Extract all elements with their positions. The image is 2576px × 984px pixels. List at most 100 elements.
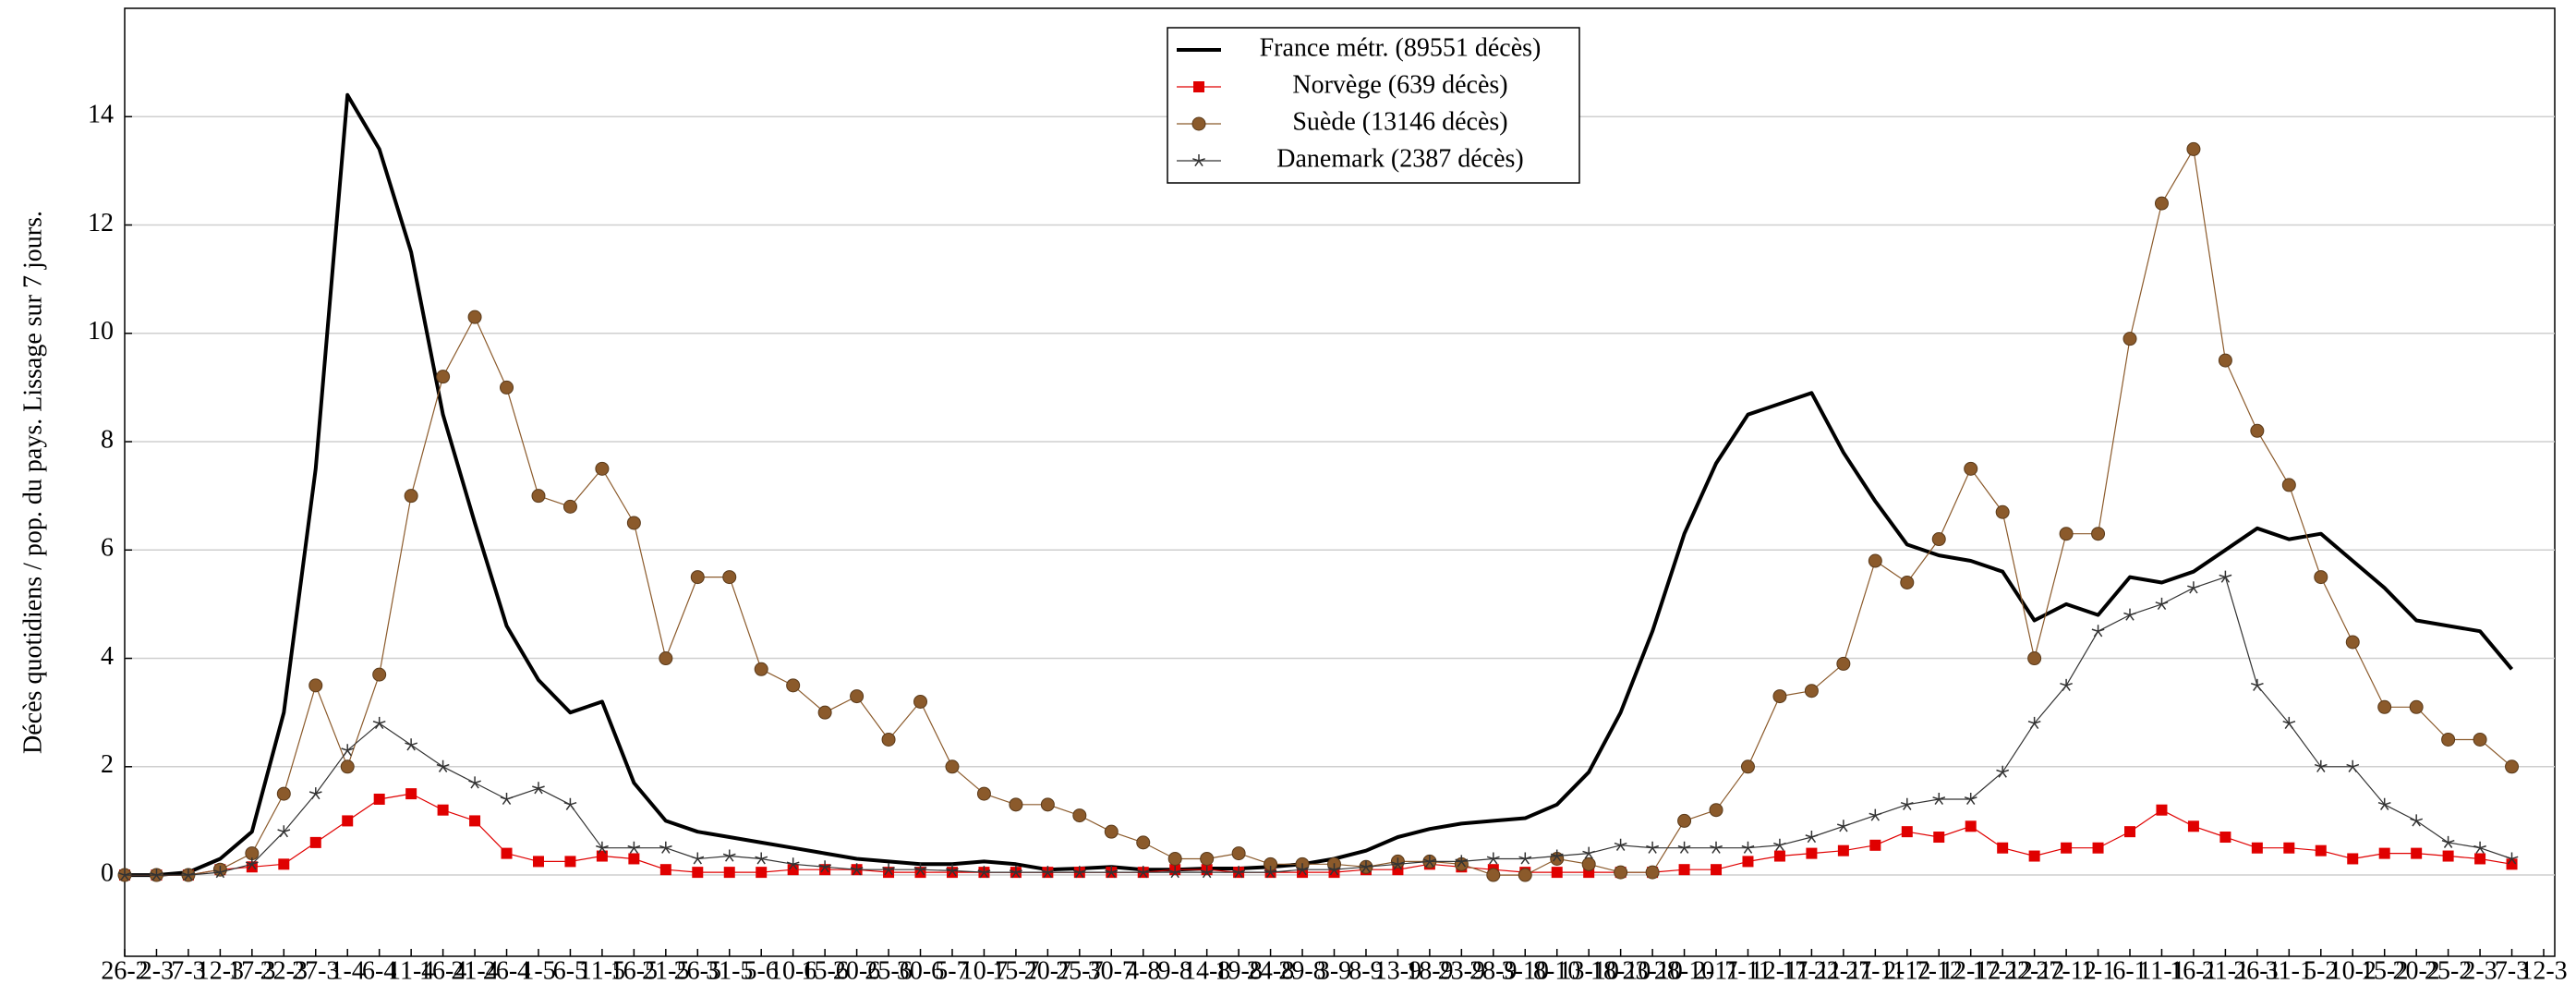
x-tick-label: 6-1 — [2112, 956, 2147, 984]
marker — [308, 678, 323, 693]
x-tick-label: 31-5 — [706, 956, 753, 984]
x-tick-label: 30-6 — [897, 956, 944, 984]
marker — [596, 850, 608, 862]
x-tick-label: 10-7 — [961, 956, 1008, 984]
marker — [786, 857, 800, 870]
marker — [2473, 841, 2486, 854]
marker — [2027, 716, 2041, 730]
marker — [626, 516, 641, 530]
x-tick-label: 8-10 — [1533, 956, 1580, 984]
marker — [1136, 866, 1150, 879]
marker — [563, 797, 577, 810]
marker — [2091, 625, 2105, 638]
marker — [2154, 196, 2169, 211]
marker — [2377, 699, 2392, 714]
marker — [1040, 797, 1055, 812]
marker — [1804, 684, 1819, 699]
marker — [467, 310, 482, 324]
marker — [342, 815, 354, 827]
marker — [628, 853, 640, 865]
marker — [1581, 856, 1596, 871]
x-tick-label: 27-11 — [1845, 956, 1905, 984]
marker — [1614, 865, 1628, 880]
x-tick-label: 12-11 — [1750, 956, 1809, 984]
marker — [2441, 835, 2455, 848]
x-tick-label: 2-3 — [2462, 956, 2497, 984]
x-tick-label: 22-11 — [1814, 956, 1873, 984]
legend-label: Danemark (2387 décès) — [1276, 144, 1523, 173]
marker — [2091, 527, 2106, 541]
marker — [1582, 846, 1596, 859]
marker — [945, 759, 960, 774]
marker — [817, 705, 832, 720]
x-tick-label: 2-11 — [1693, 956, 1739, 984]
marker — [1550, 849, 1564, 862]
x-tick-label: 7-3 — [2495, 956, 2529, 984]
x-tick-label: 2-3 — [139, 956, 174, 984]
x-tick-label: 14-8 — [1183, 956, 1230, 984]
marker — [2027, 651, 2042, 666]
x-tick-label: 16-4 — [419, 956, 466, 984]
x-tick-label: 30-7 — [1088, 956, 1135, 984]
x-tick-label: 28-10 — [1654, 956, 1714, 984]
x-tick-label: 7-11 — [1724, 956, 1771, 984]
marker — [1869, 839, 1881, 851]
marker — [2441, 732, 2456, 747]
marker — [946, 864, 959, 877]
marker — [1805, 830, 1819, 844]
marker — [1072, 866, 1086, 879]
marker — [1200, 866, 1214, 879]
marker — [1192, 154, 1205, 167]
x-tick-label: 28-9 — [1469, 956, 1517, 984]
y-tick-label: 10 — [88, 317, 114, 346]
marker — [373, 793, 385, 805]
marker — [1168, 866, 1182, 879]
marker — [1645, 865, 1660, 880]
x-tick-label: 10-2 — [2329, 956, 2376, 984]
marker — [2060, 678, 2073, 691]
x-tick-label: 2-12 — [1883, 956, 1930, 984]
marker — [532, 856, 544, 868]
x-tick-label: 18-9 — [1406, 956, 1453, 984]
marker — [756, 867, 768, 879]
marker — [659, 864, 671, 876]
marker — [405, 788, 417, 800]
x-tick-label: 17-12 — [1973, 956, 2033, 984]
marker — [1518, 868, 1532, 882]
x-tick-label: 3-10 — [1502, 956, 1549, 984]
x-tick-label: 12-12 — [1941, 956, 2001, 984]
marker — [1677, 813, 1692, 828]
x-tick-label: 15-2 — [2361, 956, 2408, 984]
marker — [1900, 575, 1915, 589]
marker — [1391, 857, 1405, 870]
marker — [2061, 842, 2073, 854]
marker — [309, 836, 321, 848]
marker — [754, 662, 768, 676]
marker — [1232, 866, 1246, 879]
marker — [372, 667, 387, 682]
marker — [2156, 804, 2168, 816]
marker — [1740, 759, 1755, 774]
x-tick-label: 21-4 — [451, 956, 498, 984]
x-tick-label: 25-6 — [865, 956, 912, 984]
x-tick-label: 16-1 — [2170, 956, 2217, 984]
y-axis-label: Décès quotidiens / pop. du pays. Lissage… — [18, 211, 47, 754]
marker — [246, 861, 258, 873]
marker — [2250, 678, 2264, 691]
marker — [692, 867, 704, 879]
marker — [2186, 141, 2201, 156]
marker — [1193, 81, 1204, 92]
legend-box — [1167, 27, 1580, 184]
series-line — [125, 577, 2512, 876]
marker — [2122, 332, 2137, 346]
marker — [1931, 532, 1946, 547]
x-tick-label: 9-8 — [1158, 956, 1192, 984]
plot-frame — [124, 7, 2556, 957]
marker — [722, 849, 736, 862]
marker — [1614, 838, 1627, 851]
marker — [437, 804, 449, 816]
marker — [341, 744, 355, 757]
marker — [277, 825, 291, 838]
x-tick-label: 7-12 — [1916, 956, 1963, 984]
